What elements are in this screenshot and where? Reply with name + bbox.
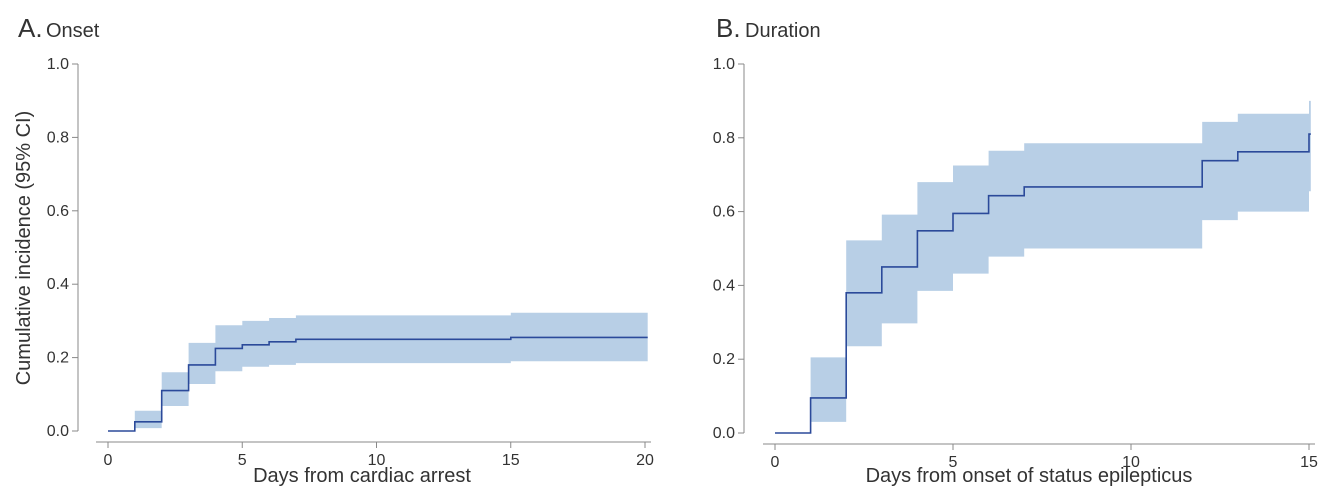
panel-a-y-tick-label: 0.8 xyxy=(47,129,69,146)
panel-b-y-tick-label: 0.8 xyxy=(713,130,735,147)
panel-a-y-tick-label: 1.0 xyxy=(47,56,69,73)
panel-b-x-tick-label: 10 xyxy=(1122,454,1140,471)
panel-a-y-axis-label: Cumulative incidence (95% CI) xyxy=(13,111,35,386)
panel-b-letter: B. xyxy=(716,13,741,43)
panel-a-incidence-line xyxy=(108,336,648,432)
panel-b-ci-band xyxy=(775,100,1311,434)
panel-a-plot: 0.0 0.2 0.4 0.6 0.8 1.0 0 5 10 15 20 xyxy=(47,56,654,469)
panel-b-x-tick-label: 5 xyxy=(949,454,958,471)
panel-b-y-tick-label: 0.2 xyxy=(713,351,735,368)
panel-a-x-tick-label: 0 xyxy=(104,452,113,469)
panel-b-title: Duration xyxy=(745,20,821,42)
panel-a-x-tick-label: 5 xyxy=(238,452,247,469)
panel-a-title: Onset xyxy=(46,20,100,42)
panel-a-x-tick-label: 15 xyxy=(502,452,520,469)
panel-b-plot: 0.0 0.2 0.4 0.6 0.8 1.0 0 5 10 15 xyxy=(713,56,1318,471)
panel-b-x-tick-label: 0 xyxy=(771,454,780,471)
panel-a-x-tick-label: 10 xyxy=(368,452,386,469)
panel-a-y-tick-label: 0.4 xyxy=(47,276,69,293)
panel-a-letter: A. xyxy=(18,13,43,43)
panel-a-x-tick-label: 20 xyxy=(636,452,654,469)
panel-a-ci-band xyxy=(108,312,648,431)
panel-b-y-tick-label: 0.0 xyxy=(713,425,735,442)
panel-b-y-tick-label: 1.0 xyxy=(713,56,735,73)
panel-a-y-tick-label: 0.6 xyxy=(47,203,69,220)
panel-b-y-tick-label: 0.4 xyxy=(713,277,735,294)
panel-a-y-tick-label: 0.2 xyxy=(47,350,69,367)
panel-b-x-tick-label: 15 xyxy=(1300,454,1318,471)
panel-b-x-axis-label: Days from onset of status epilepticus xyxy=(866,465,1193,487)
panel-b-incidence-line xyxy=(775,133,1311,434)
panel-a-y-tick-label: 0.0 xyxy=(47,423,69,440)
panel-b-y-tick-label: 0.6 xyxy=(713,204,735,221)
panel-a-x-axis-label: Days from cardiac arrest xyxy=(253,465,471,487)
